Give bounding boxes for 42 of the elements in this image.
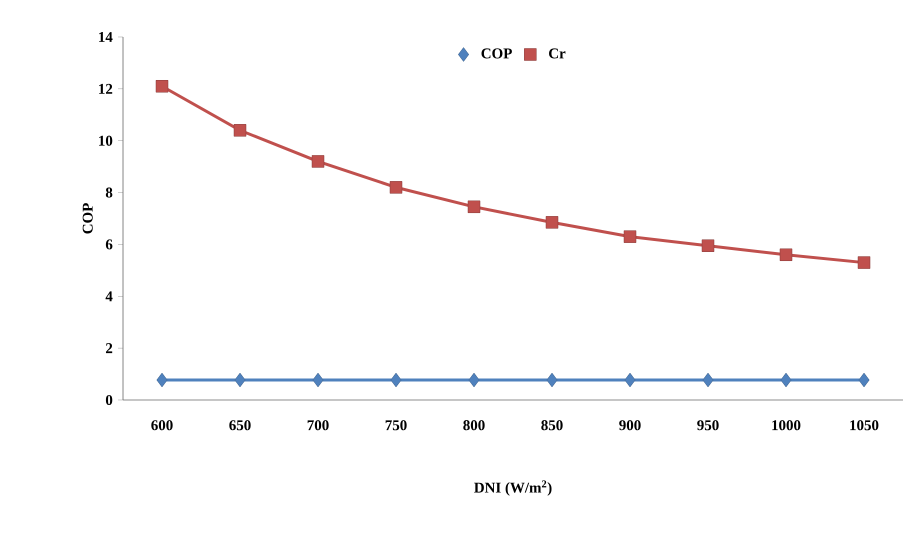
point [468, 372, 480, 388]
point [702, 239, 714, 252]
x-tick-label: 650 [229, 420, 251, 430]
x-tick-label: 1000 [772, 420, 800, 430]
point [156, 80, 168, 92]
point [858, 372, 870, 388]
x-tick-label: 900 [619, 420, 641, 430]
point [312, 372, 324, 388]
point [390, 181, 402, 194]
x-tick-label: 850 [541, 420, 563, 430]
point [546, 216, 558, 229]
point [858, 256, 870, 269]
point [390, 372, 402, 388]
point [624, 372, 636, 388]
x-tick-label: 750 [386, 420, 407, 430]
point [546, 372, 558, 388]
x-tick-label: 700 [308, 420, 329, 430]
x-axis-title: DNI (W/m$^{2}$) [474, 480, 552, 496]
x-tick-label: 950 [697, 420, 719, 430]
point [234, 372, 246, 388]
y-tick-label: 6 [106, 239, 112, 250]
point [702, 372, 714, 388]
legend-label: COP [482, 48, 512, 58]
legend-label: Cr [549, 48, 566, 58]
x-tick-label: 600 [151, 420, 173, 430]
point [156, 372, 168, 388]
y-axis-title: COP [82, 203, 93, 234]
x-tick-label: 1050 [850, 420, 878, 430]
point [624, 230, 636, 243]
point [234, 124, 246, 137]
point [780, 248, 792, 262]
y-tick-label: 0 [106, 394, 112, 406]
point [312, 155, 324, 168]
y-tick-label: 8 [106, 188, 112, 198]
y-tick-label: 12 [99, 84, 112, 94]
y-tick-label: 14 [99, 32, 113, 42]
point [468, 200, 480, 214]
y-tick-label: 10 [99, 136, 112, 146]
y-tick-label: 2 [106, 343, 112, 354]
point [780, 372, 792, 388]
y-tick-label: 4 [106, 291, 113, 302]
x-tick-label: 800 [463, 420, 485, 430]
